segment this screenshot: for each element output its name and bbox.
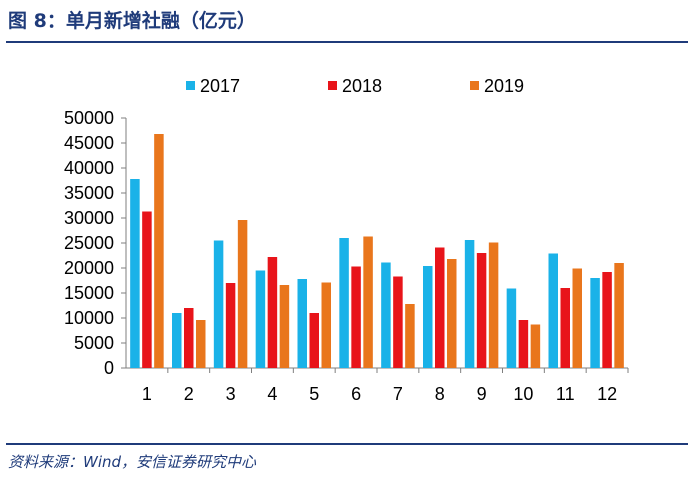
- legend-swatch-2017: [186, 81, 195, 90]
- bar-2018-7: [393, 276, 403, 368]
- bar-2017-10: [506, 288, 517, 368]
- bar-2018-9: [476, 253, 487, 368]
- x-tick-label: 7: [393, 384, 403, 404]
- bar-2019-5: [321, 282, 331, 368]
- source-note: 资料来源：Wind，安信证券研究中心: [8, 453, 257, 471]
- x-tick-label: 5: [309, 384, 319, 404]
- bar-2018-5: [309, 313, 319, 368]
- chart-legend: 2017 2018 2019: [186, 76, 524, 96]
- bar-2019-9: [488, 242, 499, 368]
- bar-2017-3: [213, 240, 224, 368]
- bar-2017-8: [423, 266, 433, 368]
- bar-2018-8: [435, 247, 445, 368]
- bar-2017-6: [339, 238, 349, 368]
- y-tick-label: 45000: [64, 133, 114, 153]
- bar-2017-12: [590, 278, 600, 368]
- y-tick-label: 50000: [64, 108, 114, 128]
- y-tick-label: 35000: [64, 183, 114, 203]
- x-tick-label: 2: [184, 384, 194, 404]
- bar-2018-1: [142, 211, 152, 368]
- bar-2019-12: [614, 263, 624, 368]
- bar-2018-12: [602, 272, 612, 368]
- bar-2018-10: [518, 320, 529, 368]
- bar-2019-10: [530, 324, 541, 368]
- bar-2018-11: [560, 288, 570, 368]
- bar-2019-7: [405, 304, 415, 368]
- figure-title: 图 8：单月新增社融（亿元）: [8, 10, 256, 32]
- x-tick-label: 1: [142, 384, 152, 404]
- bars: [130, 134, 624, 368]
- bar-2018-2: [184, 308, 194, 368]
- y-tick-label: 40000: [64, 158, 114, 178]
- legend-label-2018: 2018: [342, 76, 382, 96]
- y-tick-label: 20000: [64, 258, 114, 278]
- y-tick-label: 30000: [64, 208, 114, 228]
- bar-chart: 2017 2018 2019 050001000015000200002500030…: [64, 76, 629, 404]
- bar-2019-3: [237, 220, 248, 368]
- legend-swatch-2018: [328, 81, 337, 90]
- y-tick-label: 15000: [64, 283, 114, 303]
- bar-2018-6: [351, 266, 361, 368]
- x-axis: 1 2 3 4 5 6 7 8 9 10 11 12: [126, 367, 629, 404]
- y-tick-label: 10000: [64, 308, 114, 328]
- x-tick-label: 11: [556, 384, 575, 404]
- y-tick-label: 25000: [64, 233, 114, 253]
- x-tick-label: 9: [477, 384, 487, 404]
- bar-2017-9: [464, 240, 475, 368]
- y-tick-label: 5000: [74, 333, 114, 353]
- bar-2017-11: [548, 253, 558, 368]
- bar-2018-3: [225, 283, 236, 368]
- x-tick-label: 6: [351, 384, 361, 404]
- bar-2019-1: [154, 134, 164, 368]
- x-tick-label: 3: [226, 384, 236, 404]
- legend-swatch-2019: [470, 81, 479, 90]
- x-tick-label: 8: [435, 384, 445, 404]
- bar-2018-4: [267, 257, 278, 368]
- y-axis: 0 5000 10000 15000 20000 25000 30000 35000 40000…: [64, 108, 127, 378]
- bar-2017-1: [130, 179, 140, 368]
- legend-label-2019: 2019: [484, 76, 524, 96]
- source-divider: [6, 443, 688, 445]
- bar-2017-7: [381, 262, 391, 368]
- title-divider: [6, 41, 688, 43]
- x-tick-label: 4: [267, 384, 277, 404]
- bar-2019-8: [447, 259, 457, 368]
- bar-2019-6: [363, 236, 373, 368]
- bar-2019-11: [572, 268, 582, 368]
- bar-2017-2: [172, 313, 182, 368]
- x-tick-label: 10: [513, 384, 533, 404]
- x-tick-label: 12: [597, 384, 617, 404]
- legend-label-2017: 2017: [200, 76, 240, 96]
- bar-2017-5: [297, 279, 307, 368]
- bar-2019-2: [196, 320, 206, 368]
- bar-2019-4: [279, 285, 290, 368]
- bar-2017-4: [255, 270, 266, 368]
- y-tick-label: 0: [104, 358, 114, 378]
